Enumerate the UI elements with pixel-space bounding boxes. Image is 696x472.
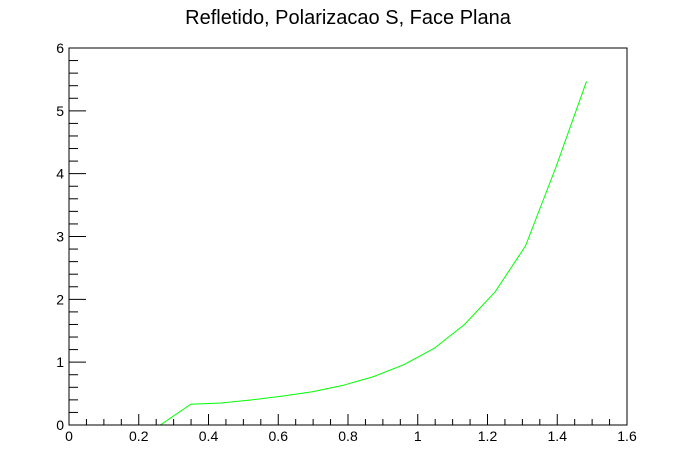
plot-frame (68, 47, 628, 426)
axis-ticks (68, 47, 628, 426)
y-tick-label: 6 (56, 40, 64, 56)
series-layer (69, 81, 588, 426)
x-tick-label: 1.4 (548, 428, 568, 444)
series-line-0 (69, 81, 588, 426)
y-tick-label: 3 (56, 229, 64, 245)
x-tick-label: 0 (65, 428, 73, 444)
axis-tick-labels: 0 0.2 0.4 0.6 0.8 1 1.2 1.4 1.6 0 1 2 3 4 5 6 (56, 40, 637, 444)
y-tick-label: 5 (56, 103, 64, 119)
y-tick-label: 0 (56, 417, 64, 433)
x-tick-label: 0.4 (199, 428, 219, 444)
chart-title: Refletido, Polarizacao S, Face Plana (185, 7, 512, 29)
x-tick-label: 0.2 (129, 428, 149, 444)
x-tick-label: 0.8 (338, 428, 358, 444)
x-tick-label: 1.6 (617, 428, 637, 444)
y-tick-label: 2 (56, 291, 64, 307)
x-tick-label: 1 (414, 428, 422, 444)
y-tick-label: 1 (56, 354, 64, 370)
y-tick-label: 4 (56, 166, 64, 182)
x-tick-label: 1.2 (478, 428, 498, 444)
x-tick-label: 0.6 (269, 428, 289, 444)
